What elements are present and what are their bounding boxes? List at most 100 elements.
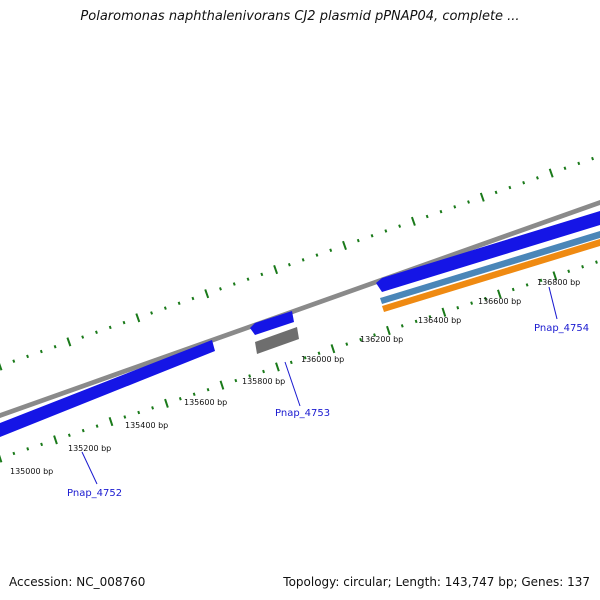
inner-tick-mark	[151, 406, 155, 410]
tick-label: 136600 bp	[478, 297, 521, 306]
inner-tick-mark	[95, 424, 99, 428]
outer-tick-mark	[439, 209, 443, 214]
outer-tick-mark	[329, 248, 333, 252]
inner-tick-mark	[192, 392, 196, 396]
inner-tick-mark	[330, 344, 336, 354]
tick-label: 135800 bp	[242, 377, 285, 386]
inner-tick-mark	[552, 271, 558, 281]
outer-tick-mark	[191, 296, 195, 301]
gene-feature-pnap-4753[interactable]	[255, 327, 299, 354]
outer-tick-mark	[591, 156, 594, 161]
tick-label: 136000 bp	[301, 355, 344, 364]
outer-tick-mark	[384, 229, 388, 233]
outer-tick-mark	[26, 354, 30, 359]
outer-tick-mark	[522, 180, 526, 185]
inner-tick-mark	[53, 435, 58, 445]
inner-tick-mark	[234, 378, 238, 383]
inner-tick-mark	[581, 264, 585, 269]
outer-tick-mark	[425, 214, 429, 219]
outer-tick-mark	[535, 176, 539, 180]
outer-tick-mark	[204, 289, 210, 299]
outer-tick-mark	[479, 192, 485, 202]
outer-tick-mark	[398, 224, 402, 228]
outer-tick-mark	[219, 287, 222, 291]
outer-tick-mark	[356, 238, 360, 243]
inner-tick-mark	[345, 342, 349, 346]
inner-tick-mark	[414, 319, 418, 324]
inner-tick-mark	[567, 269, 571, 274]
inner-tick-mark	[206, 387, 210, 392]
gene-label-pnap-4753[interactable]: Pnap_4753	[275, 408, 330, 419]
inner-tick-mark	[275, 362, 280, 372]
tick-label: 135400 bp	[125, 421, 168, 430]
inner-tick-mark	[12, 451, 16, 456]
inner-tick-mark	[497, 289, 502, 299]
inner-tick-mark	[289, 360, 293, 365]
outer-tick-mark	[0, 362, 3, 371]
outer-tick-mark	[232, 282, 236, 286]
inner-tick-mark	[137, 410, 141, 415]
inner-tick-track	[0, 260, 598, 463]
inner-tick-mark	[595, 260, 598, 264]
tick-label: 135200 bp	[68, 444, 111, 453]
gene-label-pnap-4752[interactable]: Pnap_4752	[67, 488, 122, 499]
outer-tick-mark	[563, 166, 567, 170]
outer-tick-mark	[260, 272, 264, 277]
outer-tick-mark	[287, 262, 291, 267]
map-title: Polaromonas naphthalenivorans CJ2 plasmi…	[80, 9, 520, 24]
outer-tick-mark	[53, 344, 57, 349]
outer-tick-mark	[301, 258, 305, 262]
outer-tick-mark	[95, 330, 98, 334]
gene-feature-left[interactable]	[0, 340, 215, 437]
tick-label: 136800 bp	[537, 278, 580, 287]
inner-tick-mark	[511, 287, 515, 292]
inner-tick-mark	[164, 398, 169, 408]
inner-tick-mark	[386, 325, 391, 336]
tick-label: 136200 bp	[360, 335, 403, 344]
inner-tick-mark	[26, 447, 30, 451]
outer-tick-mark	[467, 200, 470, 204]
outer-tick-mark	[342, 240, 347, 250]
topology-summary: Topology: circular; Length: 143,747 bp; …	[283, 575, 590, 589]
gene-label-pnap-4754[interactable]: Pnap_4754	[534, 323, 589, 334]
leader-line-pnap-4753	[284, 361, 301, 407]
inner-tick-mark	[470, 301, 474, 305]
outer-tick-mark	[494, 190, 498, 195]
inner-tick-mark	[441, 307, 447, 317]
inner-tick-mark	[539, 278, 543, 283]
outer-tick-mark	[12, 359, 16, 363]
gene-feature-right[interactable]	[376, 211, 600, 292]
inner-tick-mark	[219, 380, 225, 390]
gene-feature-pnap-4754[interactable]	[382, 239, 600, 312]
inner-tick-mark	[303, 356, 307, 360]
backbone-line	[0, 200, 600, 418]
inner-tick-mark	[67, 433, 71, 437]
leader-line-pnap-4754	[548, 286, 558, 320]
inner-tick-mark	[428, 315, 432, 319]
inner-tick-mark	[359, 337, 363, 342]
accession-text: Accession: NC_008760	[9, 575, 146, 589]
outer-tick-mark	[548, 168, 554, 178]
tick-label: 136400 bp	[418, 316, 461, 325]
inner-tick-mark	[81, 428, 85, 433]
inner-tick-mark	[108, 416, 114, 427]
inner-tick-mark	[40, 442, 44, 447]
tick-label: 135000 bp	[10, 467, 53, 476]
gene-feature-small[interactable]	[250, 311, 294, 335]
outer-tick-mark	[246, 277, 250, 281]
outer-tick-mark	[135, 313, 141, 323]
outer-tick-mark	[177, 301, 181, 306]
outer-tick-mark	[453, 205, 457, 209]
outer-tick-mark	[81, 335, 85, 339]
leader-line-pnap-4752	[81, 451, 98, 485]
outer-tick-mark	[315, 253, 319, 257]
inner-tick-mark	[400, 324, 404, 328]
inner-tick-mark	[178, 397, 182, 401]
inner-tick-mark	[0, 454, 3, 463]
inner-tick-mark	[373, 333, 376, 337]
outer-tick-mark	[163, 306, 167, 310]
gene-feature-teal[interactable]	[380, 231, 600, 304]
inner-tick-mark	[317, 351, 321, 355]
outer-tick-mark	[370, 234, 374, 238]
